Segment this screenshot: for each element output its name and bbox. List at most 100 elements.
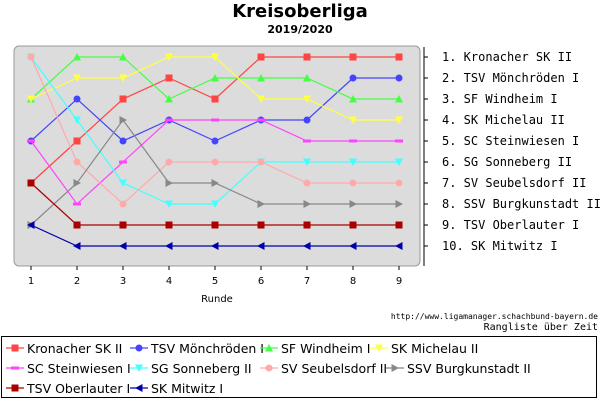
- data-point: [211, 137, 219, 145]
- rank-chart: 1 2 3 4 5 6 7 8 9 Runde 1. Kronacher SK II 2. TSV M…: [13, 45, 600, 305]
- legend-swatch: [130, 384, 148, 392]
- data-point: [395, 139, 403, 143]
- data-point: [165, 74, 173, 82]
- data-point: [395, 179, 403, 187]
- series-sk-mitwitz-i: [27, 221, 403, 250]
- data-point: [73, 202, 81, 206]
- legend-marker: [11, 366, 19, 370]
- legend-item: SF Windheim I: [260, 340, 370, 356]
- rank-label: 8. SSV Burgkunstadt II: [442, 197, 600, 211]
- series-sv-seubelsdorf-ii: [27, 53, 403, 208]
- data-point: [211, 221, 219, 229]
- legend-marker: [11, 384, 19, 392]
- data-point: [349, 95, 357, 103]
- data-point: [211, 95, 219, 103]
- legend-item: TSV Oberlauter I: [6, 380, 130, 396]
- data-point: [27, 95, 35, 103]
- data-point: [73, 74, 81, 82]
- legend-label: TSV Mönchröden I: [151, 340, 264, 356]
- data-point: [349, 158, 357, 166]
- data-point: [349, 139, 357, 143]
- data-point: [257, 221, 265, 229]
- data-point: [73, 116, 81, 124]
- data-point: [119, 74, 127, 82]
- data-point: [211, 158, 219, 166]
- data-point: [395, 242, 403, 250]
- data-point: [73, 242, 81, 250]
- data-point: [27, 179, 35, 187]
- data-point: [349, 200, 357, 208]
- legend-item: SG Sonneberg II: [130, 360, 252, 376]
- legend-marker: [265, 364, 273, 372]
- data-point: [73, 158, 81, 166]
- data-point: [257, 74, 265, 82]
- chart-subtitle: 2019/2020: [267, 23, 333, 36]
- data-point: [257, 242, 265, 250]
- data-point: [165, 158, 173, 166]
- legend-swatch: [370, 344, 388, 352]
- data-point: [165, 221, 173, 229]
- data-point: [165, 179, 173, 187]
- data-point: [119, 137, 127, 145]
- legend-item: SSV Burgkunstadt II: [386, 360, 531, 376]
- data-point: [165, 200, 173, 208]
- data-point: [303, 221, 311, 229]
- data-point: [73, 53, 81, 61]
- x-tick-label: 7: [304, 276, 310, 287]
- data-point: [303, 139, 311, 143]
- x-tick-label: 4: [166, 276, 172, 287]
- data-point: [211, 74, 219, 82]
- legend-swatch: [6, 344, 24, 352]
- data-point: [303, 242, 311, 250]
- data-point: [257, 53, 265, 61]
- series-tsv-oberlauter-i: [27, 179, 403, 229]
- data-point: [395, 74, 403, 82]
- legend-label: SC Steinwiesen I: [27, 360, 131, 376]
- legend-label: SG Sonneberg II: [151, 360, 252, 376]
- legend-swatch: [130, 364, 148, 372]
- data-point: [303, 95, 311, 103]
- data-point: [303, 179, 311, 187]
- x-tick-label: 8: [350, 276, 356, 287]
- data-point: [73, 221, 81, 229]
- data-point: [349, 179, 357, 187]
- legend-label: SK Mitwitz I: [151, 380, 224, 396]
- data-point: [349, 242, 357, 250]
- data-point: [27, 139, 35, 143]
- source-url: http://www.ligamanager.schachbund-bayern…: [390, 312, 598, 321]
- legend-label: Kronacher SK II: [27, 340, 123, 356]
- legend-item: SK Mitwitz I: [130, 380, 223, 396]
- data-point: [303, 116, 311, 124]
- legend-item: Kronacher SK II: [6, 340, 122, 356]
- plot-area: [13, 45, 421, 267]
- data-point: [303, 53, 311, 61]
- data-point: [165, 242, 173, 250]
- x-tick-label: 9: [396, 276, 402, 287]
- data-point: [349, 74, 357, 82]
- rank-label: 5. SC Steinwiesen I: [442, 134, 579, 148]
- x-tick-label: 3: [120, 276, 126, 287]
- x-tick-label: 5: [212, 276, 218, 287]
- legend-label: TSV Oberlauter I: [27, 380, 131, 396]
- data-point: [211, 200, 219, 208]
- legend-item: SK Michelau II: [370, 340, 478, 356]
- data-point: [211, 118, 219, 122]
- data-point: [119, 116, 127, 124]
- data-point: [395, 158, 403, 166]
- legend-marker: [11, 344, 19, 352]
- data-point: [303, 74, 311, 82]
- data-point: [119, 53, 127, 61]
- data-point: [257, 200, 265, 208]
- legend-swatch: [260, 364, 278, 372]
- x-axis-label: Runde: [201, 294, 233, 305]
- rank-label: 3. SF Windheim I: [442, 92, 558, 106]
- data-point: [27, 53, 35, 61]
- rank-label: 1. Kronacher SK II: [442, 50, 572, 64]
- series-sk-michelau-ii: [27, 53, 403, 124]
- data-point: [211, 242, 219, 250]
- data-point: [349, 221, 357, 229]
- legend-marker: [135, 364, 143, 372]
- data-point: [119, 242, 127, 250]
- legend-label: SSV Burgkunstadt II: [407, 360, 531, 376]
- rank-label: 9. TSV Oberlauter I: [442, 218, 579, 232]
